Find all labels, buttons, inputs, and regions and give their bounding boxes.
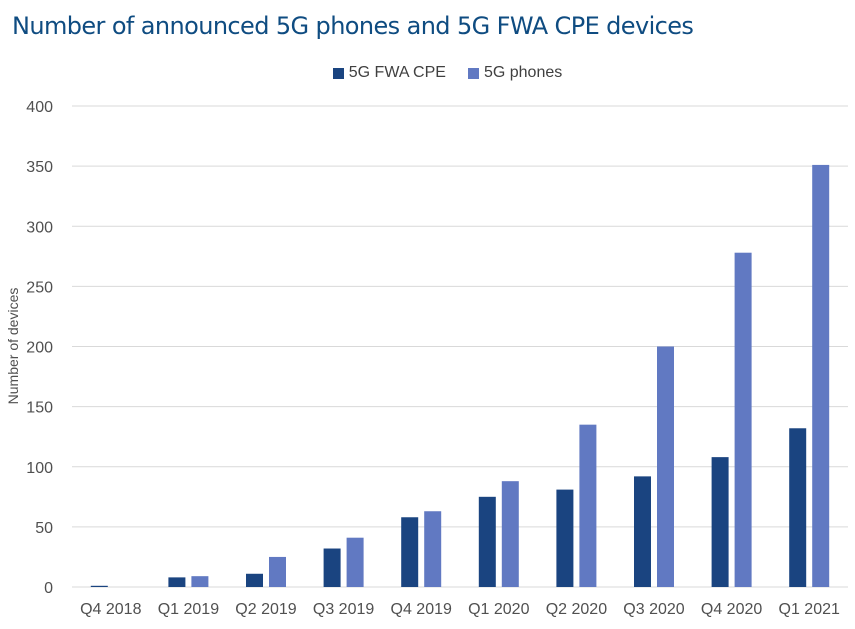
bar-5g-phones (346, 537, 364, 587)
bars (90, 164, 830, 588)
bar-fwa-cpe (90, 585, 108, 587)
legend: 5G FWA CPE 5G phones (0, 64, 855, 82)
y-axis-label: Number of devices (5, 288, 21, 405)
y-tick-label: 400 (26, 99, 53, 116)
x-tick-label: Q4 2018 (80, 601, 141, 618)
bar-fwa-cpe (634, 476, 651, 587)
chart-title: Number of announced 5G phones and 5G FWA… (12, 12, 694, 40)
bar-5g-phones (657, 346, 674, 587)
x-tick-label: Q3 2020 (623, 601, 684, 618)
bar-fwa-cpe (478, 496, 496, 587)
bar-5g-phones (501, 481, 519, 587)
legend-item-phones: 5G phones (467, 64, 563, 82)
legend-item-fwa: 5G FWA CPE (332, 64, 446, 82)
y-tick-label: 350 (26, 159, 53, 176)
y-tick-label: 300 (26, 219, 53, 236)
bar-fwa-cpe (246, 573, 263, 587)
gridlines (72, 105, 848, 588)
y-tick-label: 100 (26, 460, 53, 477)
bar-5g-phones (424, 511, 442, 587)
bar-fwa-cpe (168, 577, 186, 587)
legend-label-phones: 5G phones (483, 64, 563, 81)
legend-swatch-phones (467, 67, 479, 79)
bar-5g-phones (191, 576, 209, 587)
bar-5g-phones (269, 556, 286, 587)
bar-5g-phones (579, 424, 597, 587)
x-tick-label: Q3 2019 (313, 601, 374, 618)
y-tick-label: 0 (44, 580, 53, 597)
bar-fwa-cpe (401, 517, 419, 587)
x-tick-label: Q1 2020 (468, 601, 529, 618)
x-axis-ticks: Q4 2018 Q1 2019 Q2 2019 Q3 2019 Q4 2019 Q1 20… (80, 601, 840, 618)
x-tick-label: Q4 2020 (701, 601, 762, 618)
y-tick-label: 150 (26, 400, 53, 417)
bar-fwa-cpe (556, 489, 574, 587)
bar-5g-phones (734, 252, 752, 587)
legend-label-fwa: 5G FWA CPE (348, 64, 446, 81)
bar-fwa-cpe (789, 428, 807, 587)
y-tick-label: 250 (26, 279, 53, 296)
y-tick-label: 50 (35, 520, 53, 537)
x-tick-label: Q2 2019 (235, 601, 296, 618)
bar-5g-phones (812, 164, 830, 588)
bar-fwa-cpe (323, 548, 341, 587)
x-tick-label: Q2 2020 (546, 601, 607, 618)
y-axis-ticks: 0 50 100 150 200 250 300 350 400 (26, 99, 53, 597)
bar-fwa-cpe (711, 457, 729, 587)
y-tick-label: 200 (26, 340, 53, 357)
legend-swatch-fwa (332, 67, 344, 79)
x-tick-label: Q1 2019 (158, 601, 219, 618)
x-tick-label: Q4 2019 (391, 601, 452, 618)
x-tick-label: Q1 2021 (779, 601, 840, 618)
